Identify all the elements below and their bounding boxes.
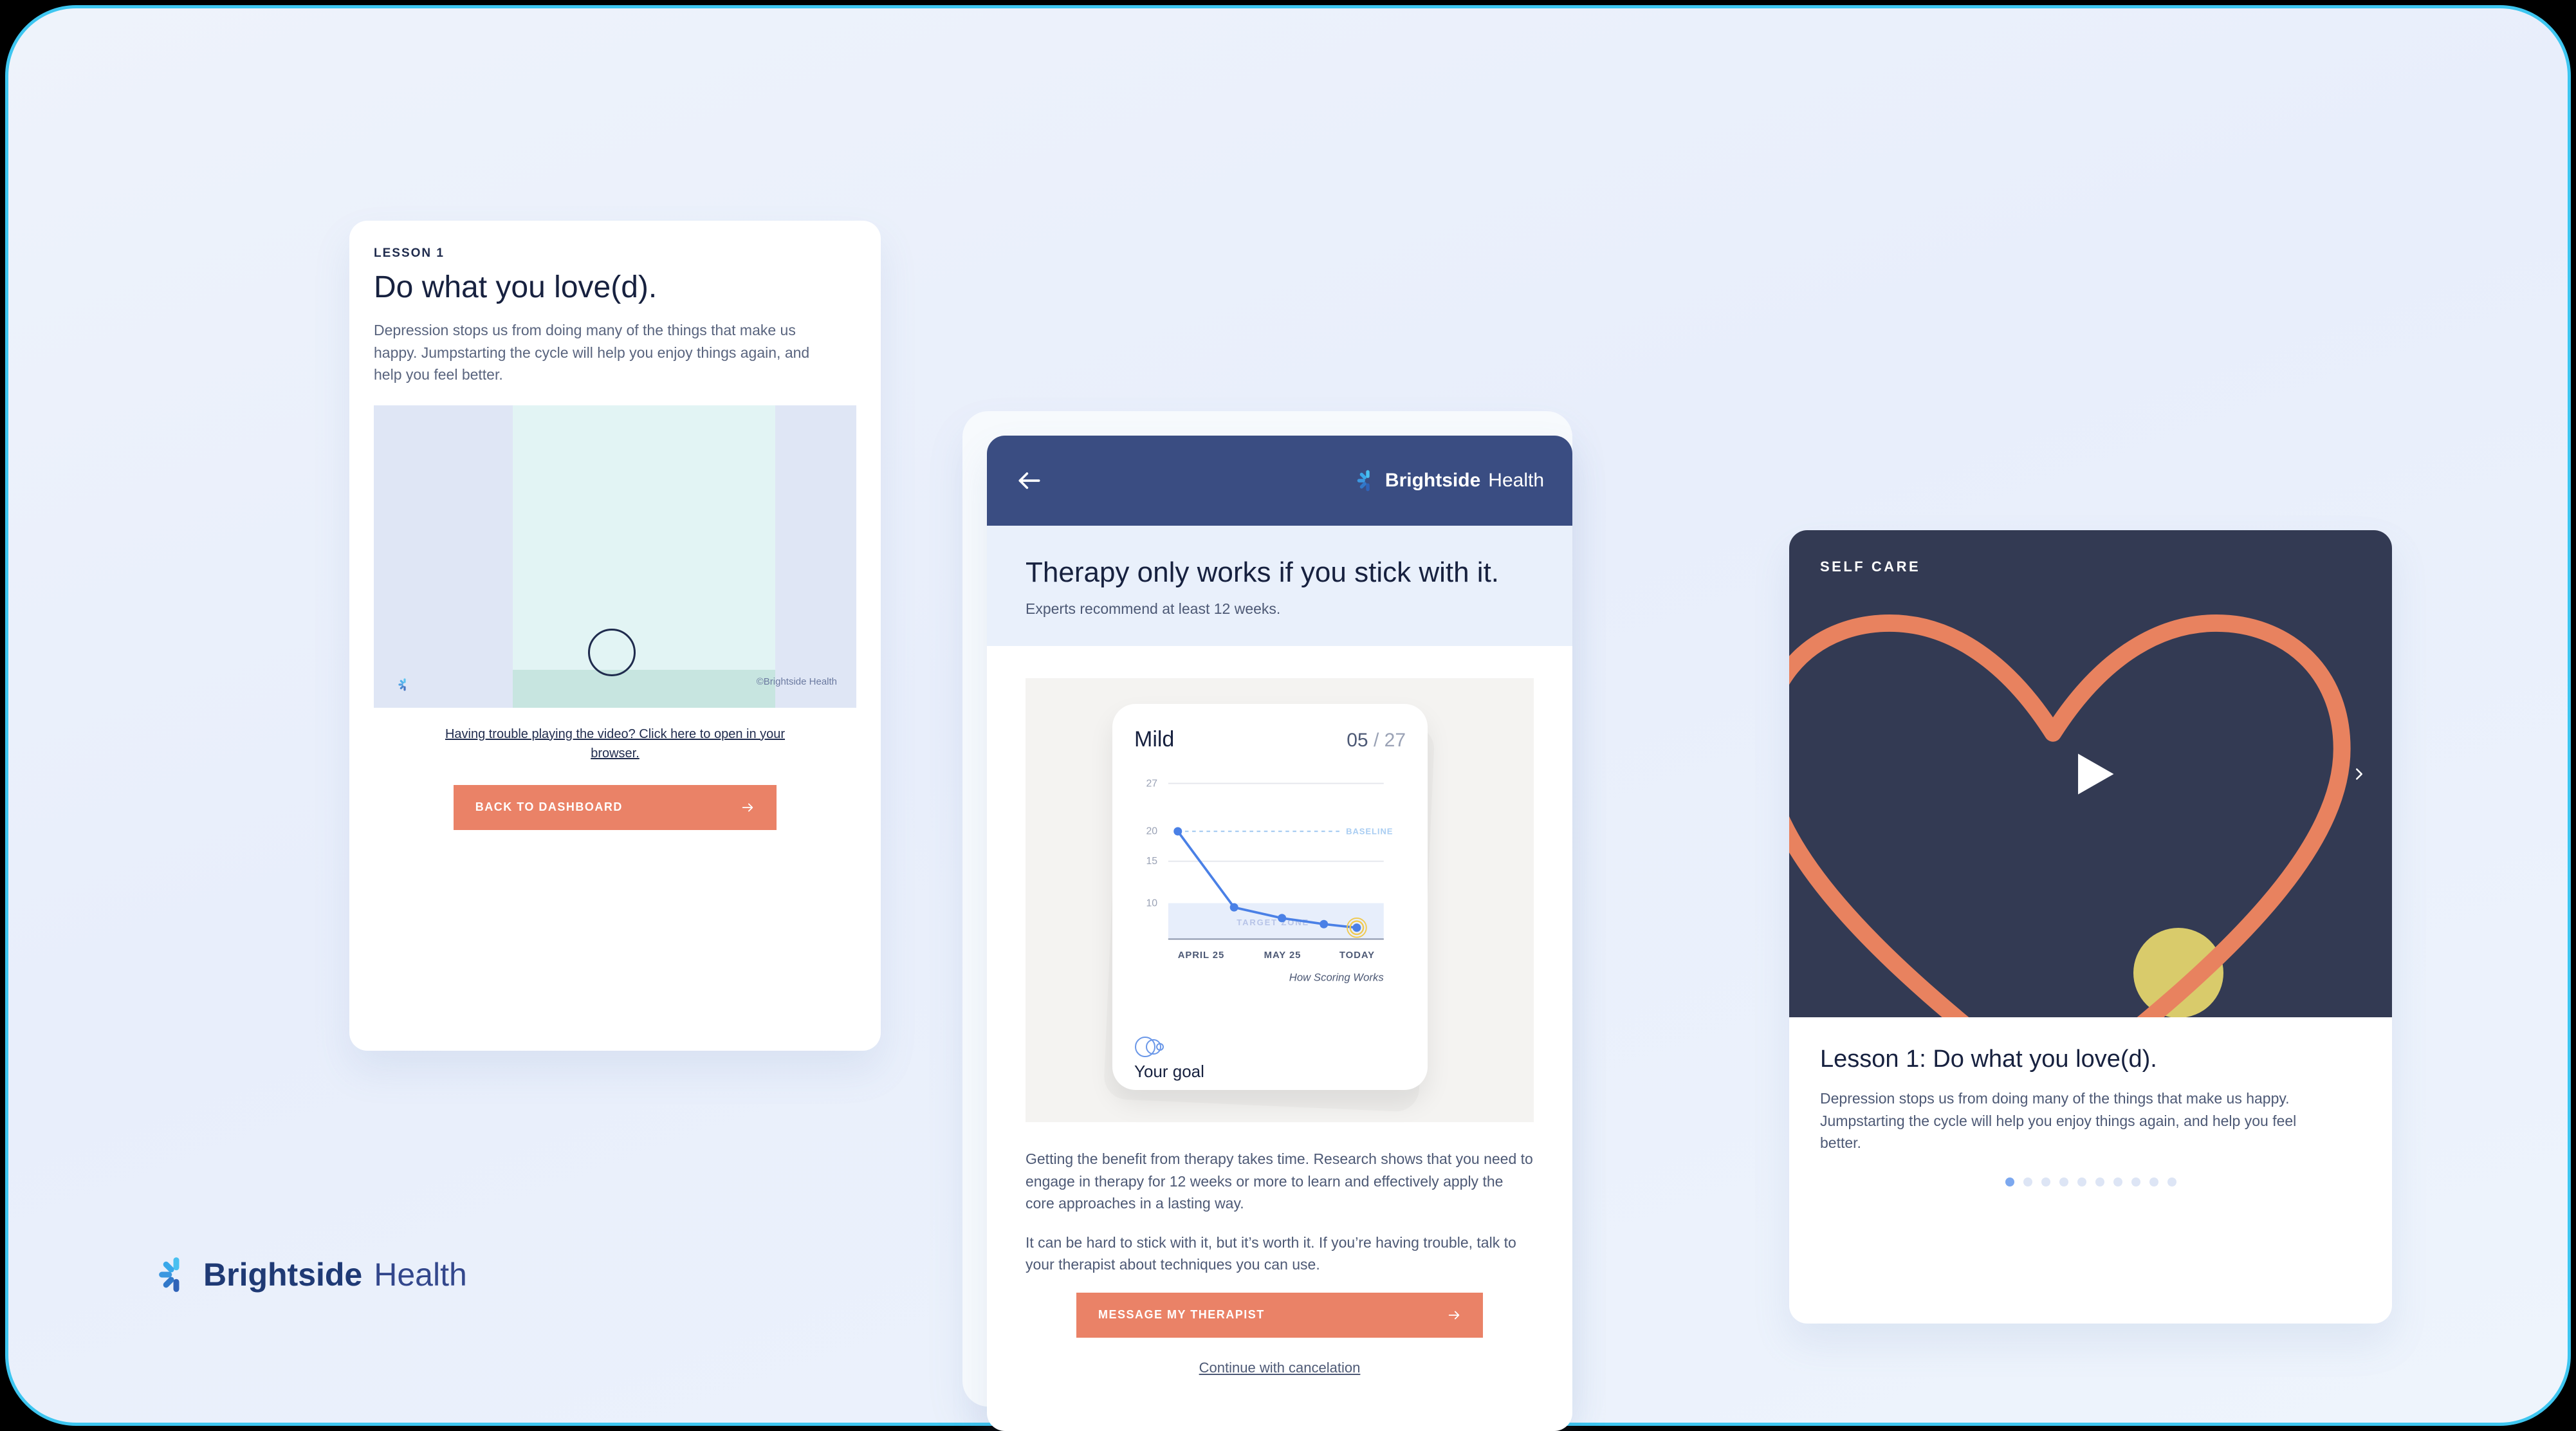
svg-text:15: 15 — [1146, 856, 1158, 867]
svg-text:TODAY: TODAY — [1339, 950, 1375, 961]
svg-text:APRIL 25: APRIL 25 — [1178, 950, 1224, 961]
svg-text:27: 27 — [1146, 778, 1158, 789]
svg-text:MAY 25: MAY 25 — [1264, 950, 1302, 961]
svg-text:10: 10 — [1146, 898, 1158, 909]
svg-text:TARGET ZONE: TARGET ZONE — [1237, 918, 1309, 927]
svg-text:BASELINE: BASELINE — [1346, 827, 1393, 836]
svg-text:How Scoring Works: How Scoring Works — [1289, 972, 1385, 984]
svg-text:20: 20 — [1146, 826, 1158, 837]
